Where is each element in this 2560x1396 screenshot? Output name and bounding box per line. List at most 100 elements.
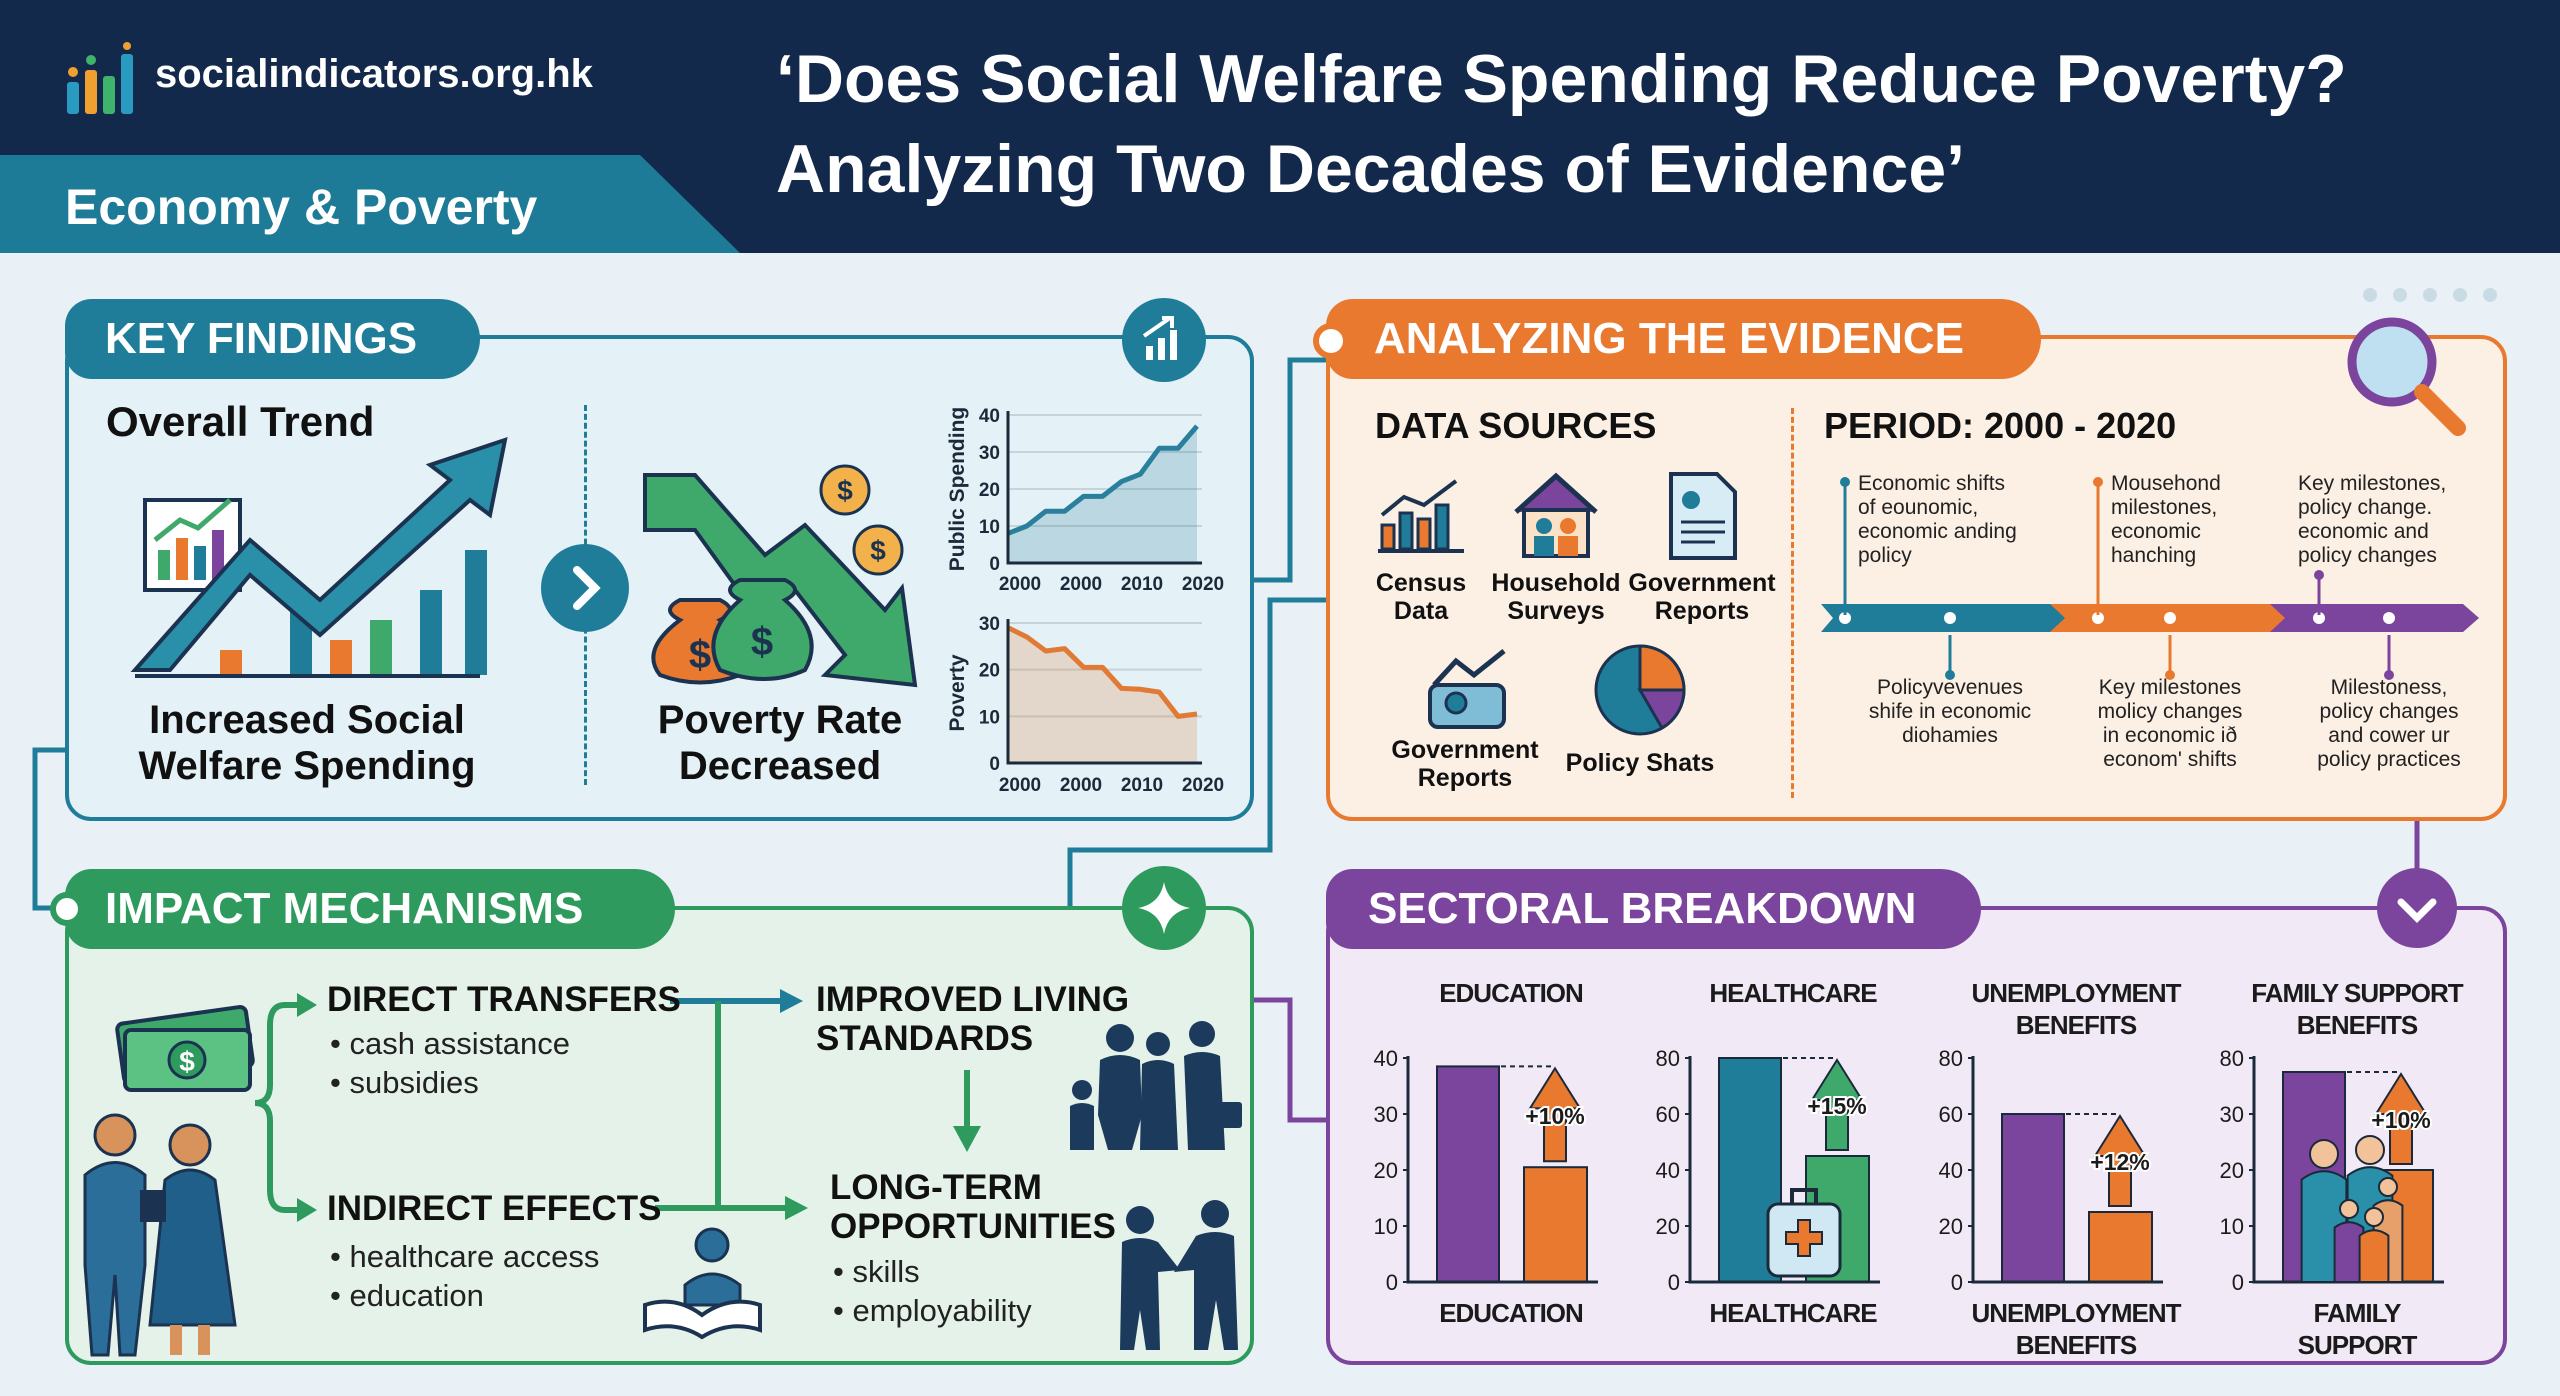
title-line: STANDARDS <box>816 1019 1034 1058</box>
impact-heading: IMPACT MECHANISMS <box>65 869 675 949</box>
timeline-stems <box>1840 477 2394 680</box>
note-line: in economic ið <box>2102 724 2238 747</box>
medical-kit-handle-icon <box>1790 1188 1818 1204</box>
y-tick-label: 0 <box>1951 1270 1963 1295</box>
increase-arrow <box>1810 1058 1864 1151</box>
x-tick-label: 2020 <box>1182 775 1224 796</box>
data-sources-title: DATA SOURCES <box>1375 405 1657 446</box>
spending-increase-illustration <box>130 437 508 678</box>
y-tick-label: 40 <box>1374 1046 1398 1071</box>
svg-text:$: $ <box>837 475 853 506</box>
page-title-line-1: ‘Does Social Welfare Spending Reduce Pov… <box>776 41 2347 117</box>
x-tick-label: 2000 <box>1060 775 1102 796</box>
y-tick-label: 30 <box>2220 1102 2244 1127</box>
sector-label: BENEFITS <box>2016 1330 2137 1360</box>
sector-label: FAMILY <box>2314 1298 2402 1328</box>
x-tick-label: 2010 <box>1121 574 1163 595</box>
y-tick-label: 60 <box>1939 1102 1963 1127</box>
increase-arrow <box>2374 1072 2428 1165</box>
note-line: Milestoness, <box>2330 676 2448 699</box>
y-tick-label: 10 <box>1374 1214 1398 1239</box>
axis <box>1688 1056 1880 1284</box>
note-line: economic <box>2111 520 2201 543</box>
note-line: policy practices <box>2317 748 2461 771</box>
bullet-item: • education <box>330 1278 484 1313</box>
note-line: Mousehond <box>2111 472 2221 495</box>
key-findings-heading: KEY FINDINGS <box>65 299 480 379</box>
y-tick-label: 0 <box>1668 1270 1680 1295</box>
sector-label: SUPPORT <box>2298 1330 2418 1360</box>
y-tick-label: 10 <box>979 517 1000 538</box>
sector-label: UNEMPLOYMENT <box>1972 1298 2182 1328</box>
analyzing-panel <box>1326 335 2507 821</box>
bullet-item: • employability <box>833 1293 1032 1328</box>
timeline-note-top-1: Economic shifts of eounomic, economic andi… <box>1858 472 2017 568</box>
overall-trend-label: Overall Trend <box>106 398 375 445</box>
chevron-down-icon[interactable] <box>2375 866 2459 950</box>
page-title-line-2: Analyzing Two Decades of Evidence’ <box>776 131 1966 207</box>
chart-growth-icon <box>1122 298 1206 382</box>
y-tick-label: 30 <box>979 443 1000 464</box>
y-tick-label: 20 <box>2220 1158 2244 1183</box>
y-tick-label: 20 <box>979 661 1000 682</box>
pie-chart-icon <box>1594 644 1686 736</box>
x-tick-label: 2020 <box>1182 574 1224 595</box>
y-tick-label: 60 <box>1656 1102 1680 1127</box>
category-tab[interactable] <box>0 155 740 253</box>
y-tick-label: 40 <box>1939 1158 1963 1183</box>
sectoral-heading: SECTORAL BREAKDOWN <box>1326 869 1981 949</box>
note-line: policy <box>1858 544 1912 567</box>
chevron-right-icon[interactable] <box>539 542 631 634</box>
spending-label: Increased Social Welfare Spending <box>138 697 475 789</box>
connector-node-icon <box>50 892 84 926</box>
bar-after <box>2088 1211 2153 1283</box>
title-line: OPPORTUNITIES <box>830 1207 1116 1246</box>
sector-title: HEALTHCARE <box>1709 978 1877 1008</box>
y-tick-label: 80 <box>1656 1046 1680 1071</box>
change-label: +10% <box>1525 1103 1584 1129</box>
source-label: Census <box>1375 569 1467 597</box>
direct-transfers-list: • cash assistance • subsidies <box>330 1024 570 1102</box>
y-tick-label: 0 <box>1386 1270 1398 1295</box>
sector-chart-unemployment: UNEMPLOYMENTBENEFITSUNEMPLOYMENTBENEFITS… <box>1939 978 2183 1360</box>
down-arrow-icon <box>953 1070 981 1152</box>
medical-cross-icon <box>1785 1219 1823 1257</box>
source-label: Household <box>1491 569 1621 597</box>
note-line: econom' shifts <box>2103 748 2237 771</box>
note-line: policy changes <box>2319 700 2459 723</box>
poverty-decrease-illustration: $ $ $ $ <box>643 464 918 688</box>
connector-node-icon <box>1313 323 1349 359</box>
y-tick-label: 80 <box>1939 1046 1963 1071</box>
y-tick-label: 0 <box>2232 1270 2244 1295</box>
note-line: molicy changes <box>2097 700 2243 723</box>
note-line: hanching <box>2111 544 2197 567</box>
y-tick-label: 30 <box>979 614 1000 635</box>
source-government: Government Reports <box>1628 569 1775 625</box>
indirect-effects-list: • healthcare access • education <box>330 1237 599 1315</box>
x-tick-label: 2000 <box>999 574 1041 595</box>
site-logo-text[interactable]: socialindicators.org.hk <box>155 52 593 96</box>
family-member-body-icon <box>2358 1229 2390 1283</box>
svg-text:$: $ <box>751 620 773 664</box>
family-member-head-icon <box>2355 1135 2385 1165</box>
spending-label-line-2: Welfare Spending <box>138 744 476 788</box>
bullet-item: • healthcare access <box>330 1239 600 1274</box>
source-label: Surveys <box>1507 597 1605 625</box>
bar-before <box>2001 1113 2065 1283</box>
handshake-people-icon <box>1120 1200 1238 1350</box>
reading-book-icon <box>643 1227 762 1340</box>
note-line: and cower ur <box>2328 724 2450 747</box>
family-member-body-icon <box>2333 1221 2365 1283</box>
y-tick-label: 40 <box>979 406 1000 427</box>
long-term-title: LONG-TERM OPPORTUNITIES <box>830 1168 1116 1246</box>
family-member-head-icon <box>2378 1177 2398 1197</box>
axis <box>1971 1056 2163 1284</box>
bar-after <box>1523 1166 1588 1283</box>
sector-label: HEALTHCARE <box>1709 1298 1877 1328</box>
change-label: +15% <box>1807 1093 1866 1119</box>
y-tick-label: 0 <box>989 754 1000 775</box>
y-tick-label: 80 <box>2220 1046 2244 1071</box>
category-label[interactable]: Economy & Poverty <box>65 179 538 235</box>
bar-chart-icon <box>1378 479 1464 553</box>
